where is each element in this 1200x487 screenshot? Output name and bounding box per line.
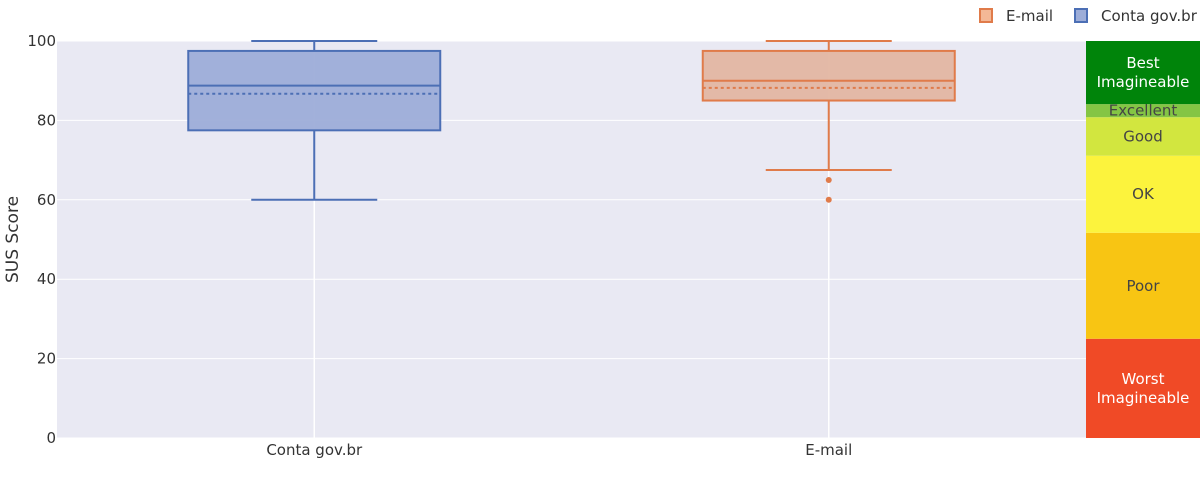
box-plot bbox=[701, 40, 956, 203]
box-iqr bbox=[187, 49, 442, 132]
rating-band bbox=[1086, 117, 1200, 156]
rating-band-label: Excellent bbox=[1109, 102, 1178, 120]
rating-band bbox=[1086, 338, 1200, 438]
rating-band bbox=[1086, 232, 1200, 339]
y-tick-label: 60 bbox=[37, 191, 56, 209]
rating-band bbox=[1086, 155, 1200, 233]
rating-band-label: OK bbox=[1132, 185, 1155, 203]
axes: 0 20 40 60 80 100 Conta gov.br E-mail bbox=[27, 32, 852, 459]
rating-band bbox=[1086, 104, 1200, 118]
y-tick-label: 100 bbox=[27, 32, 56, 50]
rating-band-label: Imagineable bbox=[1097, 389, 1190, 407]
legend-swatch bbox=[979, 8, 993, 23]
outlier-point bbox=[825, 176, 832, 183]
rating-band-label: Worst bbox=[1122, 370, 1165, 388]
box-plot bbox=[187, 40, 442, 201]
x-tick-label: Conta gov.br bbox=[266, 441, 363, 459]
rating-band-label: Poor bbox=[1126, 277, 1160, 295]
x-tick-label: E-mail bbox=[805, 441, 852, 459]
legend-label: E-mail bbox=[1006, 7, 1053, 25]
y-axis-title: SUS Score bbox=[3, 196, 23, 283]
y-tick-label: 40 bbox=[37, 270, 56, 288]
legend-swatch bbox=[1074, 8, 1088, 23]
box-iqr bbox=[701, 49, 956, 102]
rating-band bbox=[1086, 41, 1200, 105]
rating-band-label: Good bbox=[1123, 127, 1163, 145]
y-tick-label: 20 bbox=[37, 350, 56, 368]
outlier-point bbox=[825, 196, 832, 203]
y-tick-label: 80 bbox=[37, 111, 56, 129]
legend-label: Conta gov.br bbox=[1101, 7, 1198, 25]
legend[interactable]: E-mail Conta gov.br bbox=[979, 7, 1198, 25]
box-plots bbox=[187, 40, 956, 203]
legend-item[interactable]: E-mail bbox=[979, 7, 1053, 25]
y-tick-label: 0 bbox=[46, 429, 56, 447]
rating-band-label: Imagineable bbox=[1097, 73, 1190, 91]
rating-bands: WorstImagineablePoorOKGoodExcellentBestI… bbox=[1086, 41, 1200, 438]
legend-item[interactable]: Conta gov.br bbox=[1074, 7, 1198, 25]
rating-band-label: Best bbox=[1126, 54, 1159, 72]
